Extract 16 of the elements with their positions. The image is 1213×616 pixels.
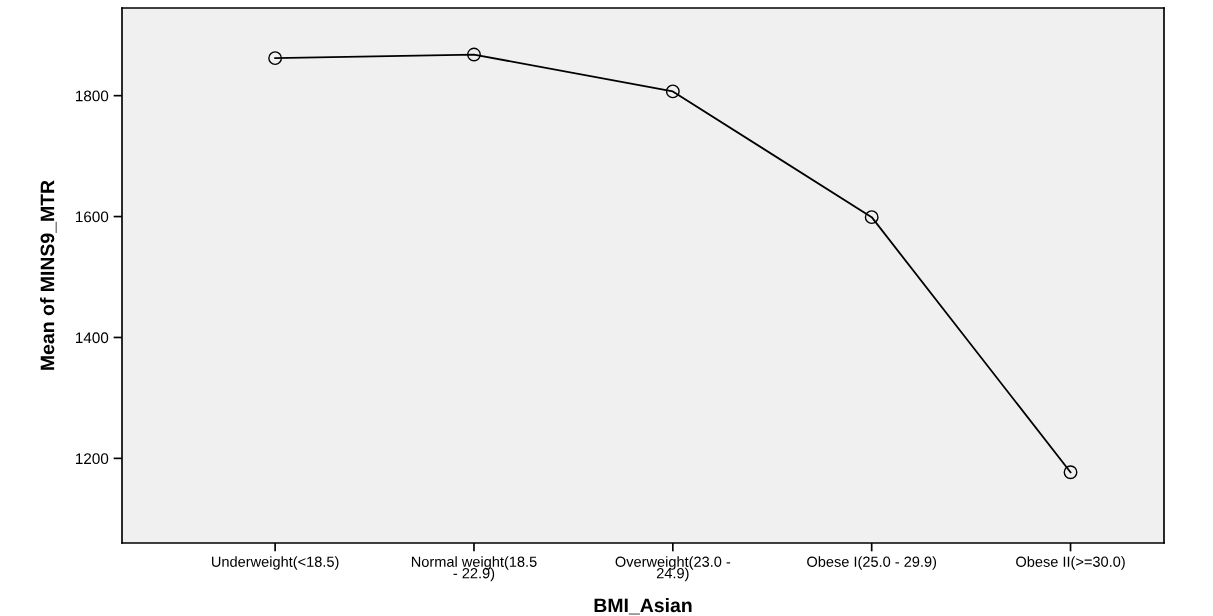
y-tick-label: 1600 (75, 211, 109, 223)
y-tick-label: 1200 (75, 453, 109, 465)
x-tick-label: Obese II(>=30.0) (1016, 556, 1125, 570)
x-tick-label: Normal weight(18.5 - 22.9) (411, 556, 537, 582)
x-tick-label: Overweight(23.0 - 24.9) (615, 556, 731, 582)
x-axis-title: BMI_Asian (594, 597, 692, 615)
y-tick-label: 1800 (75, 90, 109, 102)
point (467, 47, 481, 62)
y-tick-label: 1400 (75, 332, 109, 344)
x-tick-label: Obese I(25.0 - 29.9) (807, 556, 937, 570)
point (864, 210, 879, 225)
point (1063, 465, 1078, 480)
point (665, 84, 680, 99)
point (268, 51, 283, 66)
y-axis-title: Mean of MINS9_MTR (40, 180, 57, 370)
x-tick-label: Underweight(<18.5) (212, 556, 339, 570)
